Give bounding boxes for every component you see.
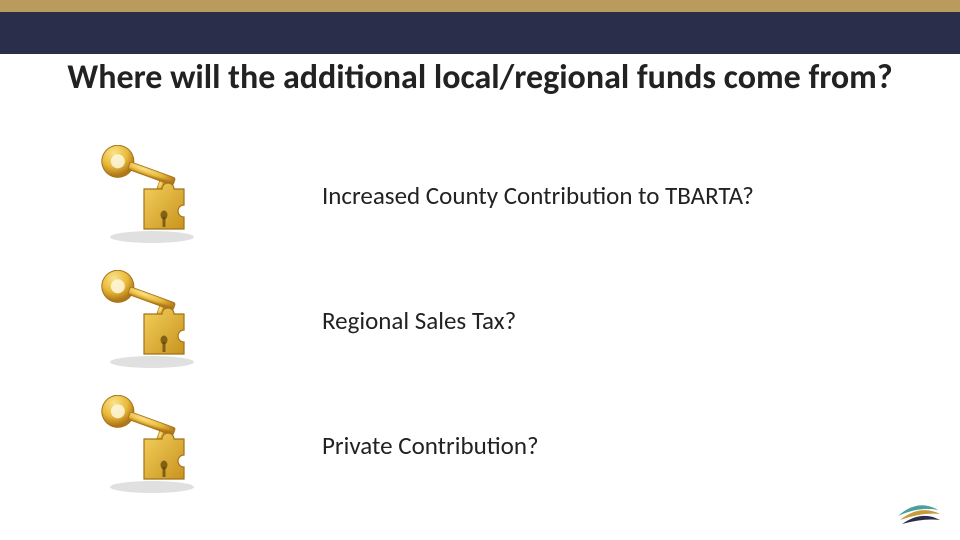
list-item-label: Private Contribution? <box>212 430 892 461</box>
list-item-label: Regional Sales Tax? <box>212 305 892 336</box>
key-puzzle-icon <box>92 395 212 495</box>
list-item: Private Contribution? <box>92 395 892 495</box>
slide-title: Where will the additional local/regional… <box>0 58 960 97</box>
list-item: Regional Sales Tax? <box>92 270 892 370</box>
list-item: Increased County Contribution to TBARTA? <box>92 145 892 245</box>
header-navy-bar <box>0 12 960 54</box>
footer-logo-icon <box>894 496 942 528</box>
key-puzzle-icon <box>92 270 212 370</box>
slide: Where will the additional local/regional… <box>0 0 960 540</box>
key-puzzle-icon <box>92 145 212 245</box>
header-gold-bar <box>0 0 960 12</box>
list-item-label: Increased County Contribution to TBARTA? <box>212 180 892 211</box>
